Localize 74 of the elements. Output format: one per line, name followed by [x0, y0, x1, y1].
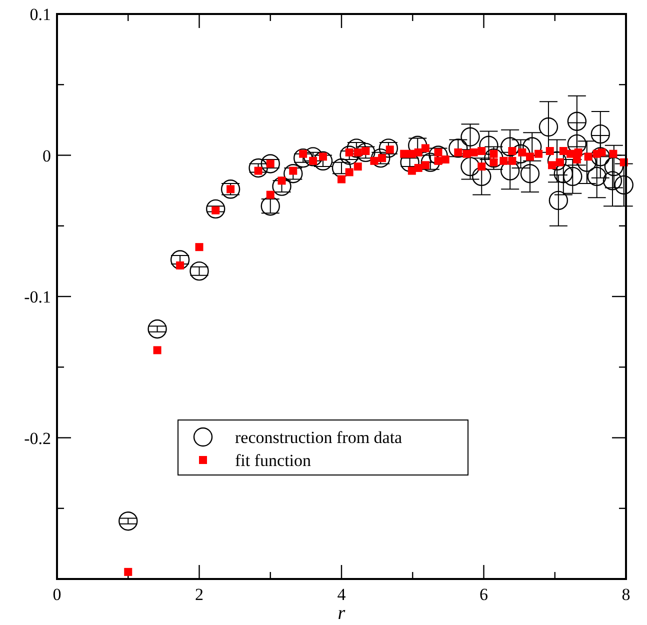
point	[220, 180, 240, 199]
y-tick-label: 0.1	[30, 5, 51, 24]
y-tick-label: 0	[42, 146, 51, 166]
legend-label: fit function	[235, 451, 312, 470]
point	[118, 511, 138, 531]
point	[441, 155, 450, 164]
point	[584, 152, 592, 161]
point	[206, 199, 226, 219]
point	[479, 136, 498, 155]
point	[299, 150, 308, 158]
point	[508, 156, 516, 165]
point	[567, 134, 587, 154]
point	[460, 127, 480, 146]
legend-label: reconstruction from data	[235, 428, 403, 447]
point	[176, 261, 184, 270]
point	[478, 162, 486, 171]
point	[587, 166, 606, 186]
point	[567, 112, 587, 131]
point	[548, 190, 568, 210]
point	[547, 151, 567, 170]
point	[332, 158, 352, 178]
point	[614, 175, 634, 195]
point	[195, 243, 204, 252]
point	[434, 156, 442, 165]
point	[414, 148, 422, 156]
point	[500, 156, 508, 165]
point	[590, 124, 610, 144]
point	[148, 319, 167, 339]
point	[470, 148, 478, 156]
y-tick-label: -0.2	[24, 428, 51, 448]
point	[546, 147, 554, 156]
point	[303, 147, 323, 166]
point	[522, 137, 542, 156]
point	[260, 154, 280, 174]
point	[421, 161, 430, 170]
point	[170, 250, 190, 270]
point	[266, 190, 274, 199]
point	[354, 162, 362, 171]
point	[345, 168, 354, 176]
point	[278, 176, 286, 185]
point	[559, 147, 568, 156]
point	[490, 150, 498, 158]
x-tick-label: 4	[337, 585, 346, 604]
x-tick-label: 6	[480, 585, 488, 604]
point	[472, 166, 492, 186]
point	[577, 152, 596, 172]
point	[460, 156, 480, 176]
point	[190, 261, 209, 281]
point	[500, 137, 520, 156]
x-tick-label: 2	[195, 585, 204, 604]
point	[602, 171, 622, 190]
point	[421, 144, 430, 152]
point	[563, 166, 582, 186]
point	[554, 164, 574, 184]
point	[153, 346, 162, 354]
point	[248, 158, 268, 178]
point	[370, 156, 378, 165]
point	[534, 150, 543, 158]
point	[526, 152, 534, 161]
point	[538, 117, 558, 137]
point	[508, 147, 516, 156]
point	[598, 148, 606, 156]
x-tick-label: 8	[622, 585, 630, 604]
point	[548, 161, 556, 170]
y-tick-label: -0.1	[24, 288, 51, 306]
point	[462, 150, 471, 158]
point	[500, 161, 520, 180]
point	[520, 164, 540, 184]
point	[124, 568, 132, 576]
point	[400, 150, 408, 158]
point	[609, 150, 618, 158]
point	[338, 175, 346, 184]
point	[478, 147, 486, 156]
x-axis-title: r	[338, 603, 346, 624]
